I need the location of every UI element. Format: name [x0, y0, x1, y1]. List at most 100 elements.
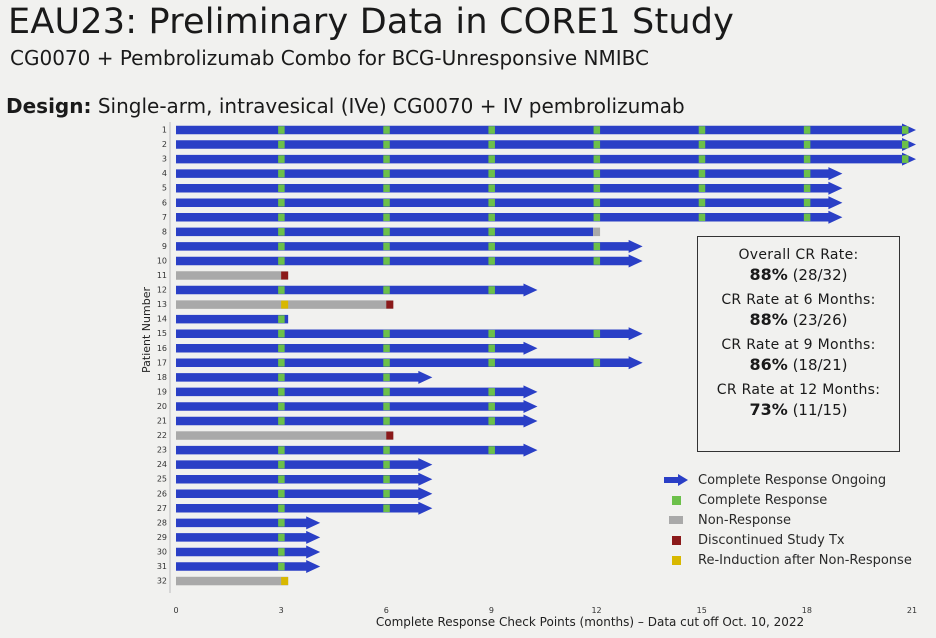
stat-value: 86% (18/21) [698, 355, 899, 374]
response-arrow [176, 385, 538, 399]
legend-item-ongoing: Complete Response Ongoing [664, 470, 912, 490]
discontinued-marker [281, 271, 289, 280]
patient-label: 5 [162, 184, 167, 193]
cr-marker [698, 213, 706, 222]
cr-marker [698, 169, 706, 178]
y-axis-label: Patient Number [140, 287, 153, 373]
cr-marker [901, 126, 909, 134]
gray-bar-icon [664, 516, 688, 524]
patient-label: 10 [157, 256, 167, 265]
cr-marker [593, 213, 601, 222]
legend-label: Discontinued Study Tx [698, 532, 845, 548]
cr-marker [278, 315, 285, 323]
response-arrow [176, 254, 643, 268]
stat-value: 73% (11/15) [698, 400, 899, 419]
patient-label: 18 [157, 373, 167, 382]
stat-detail: (23/26) [792, 311, 848, 329]
nonresponse-bar [176, 271, 289, 280]
response-arrow [176, 370, 433, 384]
cr-marker [278, 155, 285, 163]
cr-marker [488, 359, 495, 367]
legend: Complete Response Ongoing Complete Respo… [664, 470, 912, 570]
patient-label: 16 [157, 344, 167, 353]
cr-marker [383, 198, 390, 207]
stat-pct: 88% [749, 310, 788, 329]
cr-marker [278, 184, 285, 192]
patient-label: 15 [157, 329, 167, 338]
patient-label: 14 [157, 315, 167, 324]
cr-marker [383, 126, 390, 134]
response-arrow [176, 530, 321, 544]
response-arrow [176, 167, 843, 181]
red-square-icon [664, 535, 688, 545]
discontinued-marker [386, 431, 394, 440]
x-tick-label: 0 [173, 606, 178, 615]
cr-marker [278, 504, 285, 513]
cr-marker [488, 388, 495, 396]
cr-marker [278, 475, 285, 483]
stat-value: 88% (23/26) [698, 310, 899, 329]
cr-marker [278, 388, 285, 396]
cr-marker [278, 344, 285, 353]
patient-label: 29 [157, 533, 167, 542]
stat-value: 88% (28/32) [698, 265, 899, 284]
response-arrow [176, 123, 916, 137]
design-line: Design: Single-arm, intravesical (IVe) C… [6, 94, 685, 118]
cr-marker [488, 126, 495, 134]
cr-marker [803, 126, 811, 134]
stat-6-months: CR Rate at 6 Months: 88% (23/26) [698, 292, 899, 329]
cr-marker [698, 140, 706, 149]
cr-marker [383, 489, 390, 498]
cr-marker [383, 140, 390, 149]
design-text: Single-arm, intravesical (IVe) CG0070 + … [97, 94, 685, 118]
cr-marker [383, 446, 390, 454]
nonresponse-bar [593, 227, 601, 237]
cr-marker [383, 228, 390, 236]
patient-label: 6 [162, 198, 167, 207]
legend-label: Re-Induction after Non-Response [698, 552, 912, 568]
patient-label: 23 [157, 446, 167, 455]
cr-marker [278, 213, 285, 222]
patient-label: 30 [157, 547, 167, 556]
cr-marker [278, 417, 285, 425]
patient-label: 9 [162, 242, 167, 251]
x-tick-label: 3 [279, 606, 284, 615]
discontinued-marker [386, 300, 394, 309]
response-arrow [176, 560, 321, 573]
response-arrow [176, 443, 538, 457]
nonresponse-bar [176, 431, 394, 440]
response-arrow [176, 516, 321, 530]
response-arrow [176, 181, 843, 195]
cr-marker [383, 257, 390, 265]
stat-detail: (18/21) [792, 356, 848, 374]
cr-marker [383, 344, 390, 353]
cr-marker [383, 359, 390, 367]
yellow-square-icon [664, 555, 688, 565]
cr-marker [278, 460, 285, 469]
cr-marker [278, 198, 285, 207]
patient-label: 24 [157, 460, 167, 469]
cr-marker [803, 213, 811, 222]
cr-marker [488, 213, 495, 222]
cr-marker [803, 155, 811, 163]
patient-label: 22 [157, 431, 167, 440]
response-arrow [176, 399, 538, 413]
cr-marker [488, 402, 495, 411]
response-arrow [176, 239, 643, 253]
cr-marker [383, 388, 390, 396]
cr-marker [278, 533, 285, 542]
response-arrow [176, 414, 538, 428]
x-tick-label: 6 [384, 606, 389, 615]
patient-label: 4 [162, 169, 167, 178]
cr-marker [278, 359, 285, 367]
cr-marker [593, 242, 601, 251]
stat-label: CR Rate at 9 Months: [721, 337, 876, 353]
legend-label: Complete Response Ongoing [698, 472, 887, 488]
cr-marker [383, 417, 390, 425]
cr-marker [593, 140, 601, 149]
patient-label: 31 [157, 562, 167, 571]
stat-pct: 86% [749, 355, 788, 374]
patient-label: 12 [157, 286, 167, 295]
cr-marker [383, 504, 390, 513]
stat-detail: (28/32) [792, 266, 848, 284]
